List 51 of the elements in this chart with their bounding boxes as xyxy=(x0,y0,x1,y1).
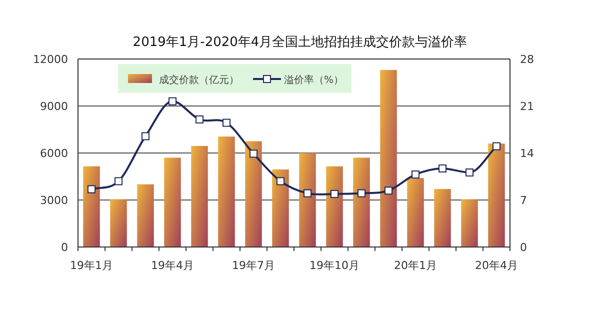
point xyxy=(384,186,392,195)
point xyxy=(412,170,420,178)
x-tick-label: 19年1月 xyxy=(70,259,113,272)
point xyxy=(304,189,312,198)
bar xyxy=(83,166,100,247)
point xyxy=(250,150,258,158)
bar xyxy=(488,144,505,247)
point xyxy=(88,185,96,194)
point xyxy=(168,97,176,106)
bar xyxy=(137,184,154,247)
bar xyxy=(299,153,316,247)
y2-tick-label: 14 xyxy=(520,147,534,160)
point xyxy=(466,168,474,176)
point xyxy=(330,190,338,198)
y-tick-label: 12000 xyxy=(33,53,68,66)
bar xyxy=(434,189,451,247)
point xyxy=(492,142,500,150)
bar xyxy=(380,70,397,247)
x-tick-label: 19年4月 xyxy=(151,259,194,272)
y2-tick-label: 28 xyxy=(520,53,534,66)
y-tick-label: 6000 xyxy=(40,147,68,160)
bar xyxy=(218,136,235,247)
legend-label: 成交价款（亿元） xyxy=(159,74,239,86)
x-tick-label: 19年7月 xyxy=(232,259,275,272)
x-tick-label: 19年10月 xyxy=(310,259,360,272)
bar xyxy=(191,146,208,247)
point xyxy=(276,177,284,186)
y-tick-label: 9000 xyxy=(40,100,68,113)
legend-label: 溢价率（%） xyxy=(284,74,344,86)
point xyxy=(142,132,150,140)
bar xyxy=(245,141,262,247)
bar xyxy=(461,199,478,247)
x-tick-label: 20年1月 xyxy=(394,259,437,272)
bar xyxy=(164,158,181,247)
y2-tick-label: 21 xyxy=(520,100,534,113)
point xyxy=(196,115,204,124)
y2-tick-label: 0 xyxy=(520,241,527,254)
bar xyxy=(272,169,289,247)
y-tick-label: 3000 xyxy=(40,194,68,207)
point xyxy=(358,189,366,198)
y-tick-label: 0 xyxy=(61,241,68,254)
bar xyxy=(326,166,343,247)
point xyxy=(114,177,122,186)
point xyxy=(222,118,230,127)
bar xyxy=(407,178,424,247)
y2-tick-label: 7 xyxy=(520,194,527,207)
chart-title: 2019年1月-2020年4月全国土地招拍挂成交价款与溢价率 xyxy=(132,34,468,50)
x-tick-label: 20年4月 xyxy=(475,259,518,272)
bar xyxy=(110,199,127,247)
bar xyxy=(353,158,370,247)
point xyxy=(438,164,446,172)
